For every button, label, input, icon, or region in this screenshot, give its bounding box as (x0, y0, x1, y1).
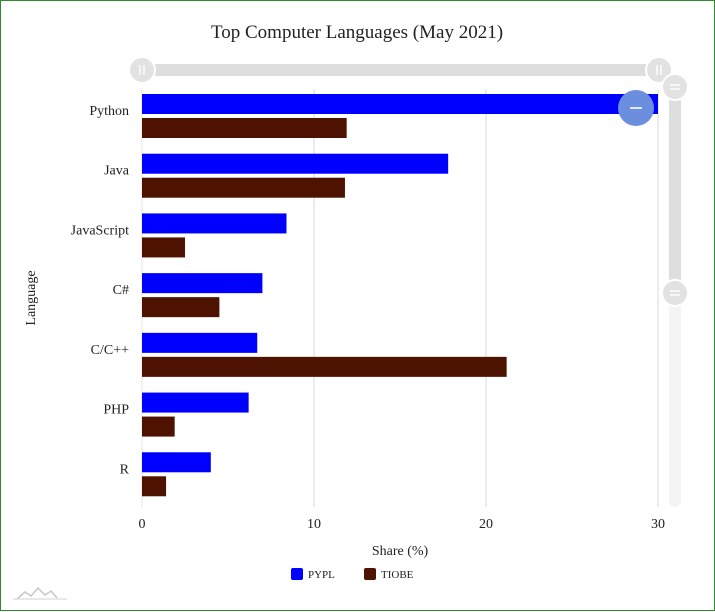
x-tick-label: 0 (139, 517, 146, 532)
bar-pypl-php[interactable] (142, 392, 249, 413)
chart-title: Top Computer Languages (May 2021) (211, 22, 503, 43)
bar-tiobe-c-[interactable] (142, 297, 220, 318)
y-axis-label: Language (24, 270, 39, 325)
bar-pypl-javascript[interactable] (142, 213, 287, 234)
x-tick-label: 30 (651, 517, 665, 532)
legend-item-pypl[interactable]: PYPL (291, 568, 335, 581)
chart-logo-icon[interactable] (13, 586, 67, 600)
category-label: Python (89, 104, 129, 119)
x-scrollbar-end-grip[interactable] (645, 56, 673, 84)
bar-pypl-c-c-[interactable] (142, 332, 258, 353)
x-tick-label: 20 (479, 517, 493, 532)
category-label: C# (113, 283, 129, 298)
y-scrollbar-thumb[interactable] (669, 85, 681, 295)
bar-tiobe-python[interactable] (142, 118, 347, 138)
x-scrollbar[interactable] (128, 56, 673, 84)
y-scrollbar-start-grip[interactable] (661, 73, 689, 101)
legend-item-tiobe[interactable]: TIOBE (364, 568, 414, 581)
legend-swatch[interactable] (291, 568, 303, 580)
x-scrollbar-start-grip[interactable] (128, 56, 156, 84)
y-scrollbar-end-grip[interactable] (661, 279, 689, 307)
bar-tiobe-c-c-[interactable] (142, 356, 507, 377)
bar-tiobe-php[interactable] (142, 416, 175, 437)
legend-swatch[interactable] (364, 568, 376, 580)
zoom-out-button[interactable] (618, 90, 654, 126)
legend-label[interactable]: TIOBE (381, 569, 414, 581)
bars (142, 94, 658, 497)
bar-tiobe-java[interactable] (142, 177, 345, 198)
x-tick-labels: 0 10 20 30 (139, 517, 666, 532)
bar-pypl-r[interactable] (142, 452, 211, 473)
bar-pypl-python[interactable] (142, 94, 658, 114)
bar-pypl-c-[interactable] (142, 273, 263, 294)
category-label: PHP (103, 403, 129, 418)
x-axis-label: Share (%) (372, 544, 429, 559)
bar-tiobe-r[interactable] (142, 476, 167, 497)
x-scrollbar-track[interactable] (142, 64, 659, 76)
category-labels: Python Java JavaScript C# C/C++ PHP R (71, 104, 130, 477)
category-label: JavaScript (71, 223, 129, 238)
legend: PYPL TIOBE (291, 568, 414, 581)
y-scrollbar[interactable] (661, 73, 689, 507)
x-tick-label: 10 (307, 517, 321, 532)
legend-label[interactable]: PYPL (308, 569, 335, 581)
category-label: Java (104, 164, 130, 179)
bar-pypl-java[interactable] (142, 153, 449, 174)
bar-tiobe-javascript[interactable] (142, 237, 185, 258)
category-label: R (120, 462, 130, 477)
category-label: C/C++ (91, 343, 129, 358)
